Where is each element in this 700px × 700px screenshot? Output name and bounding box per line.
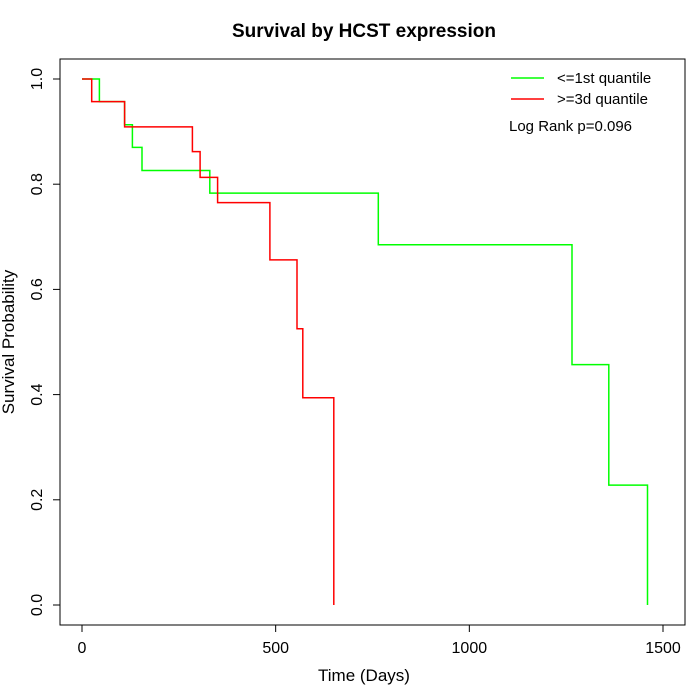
y-tick-label: 0.2 <box>29 489 46 511</box>
y-tick-label: 0.4 <box>29 383 46 405</box>
x-tick-label: 1000 <box>452 640 488 657</box>
y-tick-label: 0.6 <box>29 278 46 300</box>
series-layer <box>82 78 649 605</box>
legend-label-1: <=1st quantile <box>557 70 651 87</box>
legend: <=1st quantile >=3d quantile <box>511 70 651 108</box>
plot-frame <box>59 58 686 626</box>
y-tick-label: 0.0 <box>29 594 46 616</box>
chart-title: Survival by HCST expression <box>232 21 496 42</box>
legend-label-2: >=3d quantile <box>557 91 648 108</box>
series-line-2 <box>82 78 335 605</box>
x-axis-label: Time (Days) <box>318 666 410 685</box>
x-tick-label: 1500 <box>645 640 681 657</box>
y-tick-label: 0.8 <box>29 173 46 195</box>
log-rank-annotation: Log Rank p=0.096 <box>509 118 632 135</box>
y-axis-label: Survival Probability <box>0 269 18 414</box>
x-axis: 0 500 1000 1500 <box>78 624 681 657</box>
x-tick-label: 500 <box>262 640 289 657</box>
series-line-1 <box>82 78 649 605</box>
y-tick-label: 1.0 <box>29 68 46 90</box>
y-axis: 0.0 0.2 0.4 0.6 0.8 1.0 <box>29 68 61 616</box>
x-tick-label: 0 <box>78 640 87 657</box>
